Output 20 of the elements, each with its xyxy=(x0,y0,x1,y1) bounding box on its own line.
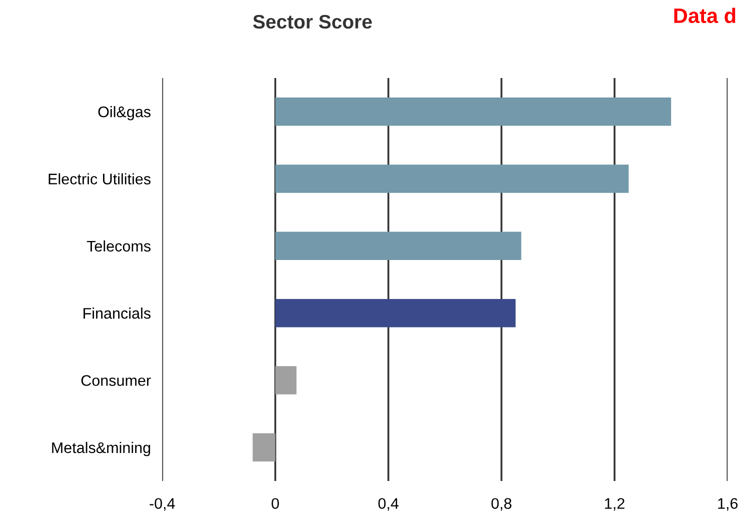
bar xyxy=(275,164,629,193)
chart-title: Sector Score xyxy=(253,14,372,29)
x-tick-label: -0,4 xyxy=(150,498,175,511)
text: Data d xyxy=(674,8,736,24)
y-tick-label: Electric Utilities xyxy=(48,173,151,184)
x-tick-label: 1,2 xyxy=(605,498,624,511)
x-tick-label: 0,4 xyxy=(378,498,399,511)
x-tick-label: 0 xyxy=(272,498,279,509)
y-tick-label: Telecoms xyxy=(86,240,151,252)
bar xyxy=(275,97,672,126)
y-tick-label: Oil&gas xyxy=(98,106,151,120)
x-tick-label: 0,8 xyxy=(491,498,512,511)
x-tick-label: 1,6 xyxy=(718,498,738,511)
bar xyxy=(275,232,522,260)
y-tick-label: Metals&mining xyxy=(52,442,150,456)
y-tick-label: Consumer xyxy=(81,375,151,386)
bar xyxy=(275,366,296,394)
bar xyxy=(275,298,516,328)
bar xyxy=(252,433,276,462)
y-tick-label: Financials xyxy=(84,308,151,319)
